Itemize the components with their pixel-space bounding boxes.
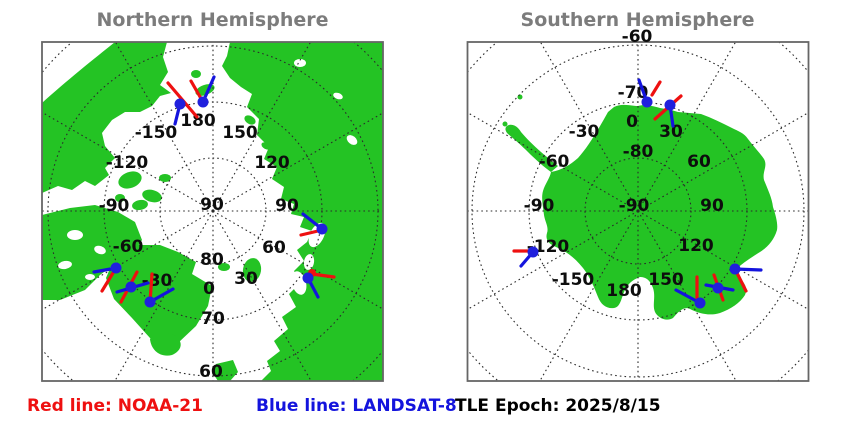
south-map-labels: 0 306090120150180-150-120-90-60-30-60-70-… bbox=[524, 27, 724, 301]
longitude-label: -30 bbox=[142, 271, 173, 291]
latitude-label: -90 bbox=[619, 196, 650, 216]
longitude-label: -60 bbox=[539, 152, 570, 172]
longitude-label: 120 bbox=[254, 153, 290, 173]
longitude-label: 150 bbox=[648, 270, 684, 290]
longitude-label: 0 bbox=[626, 112, 638, 132]
satellite-dot bbox=[197, 96, 209, 108]
latitude-label: -80 bbox=[623, 142, 654, 162]
latitude-label: 80 bbox=[200, 250, 224, 270]
satellite-dot bbox=[144, 296, 156, 308]
island bbox=[261, 142, 271, 150]
satellite-dot bbox=[712, 282, 724, 294]
satellite-dot bbox=[664, 99, 676, 111]
longitude-label: -150 bbox=[135, 123, 178, 143]
lake bbox=[67, 230, 83, 240]
longitude-label: 60 bbox=[687, 152, 711, 172]
track-segment-noaa21 bbox=[735, 271, 748, 293]
latitude-label: 70 bbox=[201, 309, 225, 329]
island-archipelago bbox=[118, 171, 142, 189]
lake bbox=[85, 274, 95, 280]
legend-blue-line: Blue line: LANDSAT-8 bbox=[256, 396, 457, 416]
longitude-label: -60 bbox=[113, 237, 144, 257]
island-archipelago bbox=[115, 194, 125, 202]
track-segment-noaa21 bbox=[299, 229, 320, 237]
latitude-label: 60 bbox=[199, 362, 223, 382]
north-map-area bbox=[42, 42, 383, 381]
sea-inlet bbox=[333, 92, 343, 100]
longitude-label: 180 bbox=[180, 111, 216, 131]
longitude-label: 180 bbox=[606, 281, 642, 301]
longitude-label: -30 bbox=[569, 122, 600, 142]
legend-red-line: Red line: NOAA-21 bbox=[27, 396, 203, 416]
satellite-dot bbox=[302, 272, 314, 284]
south-map-border bbox=[466, 41, 810, 382]
longitude-label: -150 bbox=[552, 270, 595, 290]
longitude-label: -90 bbox=[524, 196, 555, 216]
satellite-dot bbox=[729, 263, 741, 275]
south-map-area bbox=[467, 42, 809, 381]
longitude-label: 30 bbox=[234, 269, 258, 289]
north-graticule bbox=[42, 42, 383, 381]
landmass-antarctica bbox=[542, 104, 778, 320]
legend-tle-epoch: TLE Epoch: 2025/8/15 bbox=[455, 396, 661, 416]
sea-inlet bbox=[346, 135, 358, 145]
landmass-alaska bbox=[42, 42, 171, 193]
satellite-dot bbox=[641, 96, 653, 108]
landmass-canada bbox=[42, 205, 142, 300]
satellite-dot bbox=[110, 262, 122, 274]
longitude-label: -90 bbox=[99, 196, 130, 216]
satellite-dot bbox=[125, 281, 137, 293]
north-satellite-markers bbox=[92, 75, 336, 308]
longitude-label: 0 bbox=[203, 279, 215, 299]
sea-inlet bbox=[294, 59, 306, 67]
latitude-label: 90 bbox=[200, 195, 224, 215]
satellite-dot bbox=[694, 297, 706, 309]
longitude-label: 150 bbox=[222, 123, 258, 143]
south-satellite-markers bbox=[512, 78, 763, 309]
island-svalbard bbox=[242, 258, 262, 282]
north-map-title: Northern Hemisphere bbox=[96, 9, 329, 31]
satellite-dot bbox=[527, 246, 539, 258]
south-map-title: Southern Hemisphere bbox=[520, 9, 755, 31]
satellite-dot bbox=[174, 98, 186, 110]
island bbox=[502, 121, 508, 127]
island-archipelago bbox=[132, 199, 148, 211]
south-landmasses bbox=[502, 94, 778, 320]
landmass-british-isles bbox=[212, 360, 238, 381]
longitude-label: 60 bbox=[262, 238, 286, 258]
satellite-dot bbox=[316, 223, 328, 235]
north-map-border bbox=[41, 41, 384, 382]
latitude-label: -60 bbox=[622, 27, 653, 47]
lake bbox=[58, 260, 72, 270]
south-graticule bbox=[467, 42, 809, 381]
landmass-iceland bbox=[150, 333, 181, 356]
island bbox=[244, 115, 256, 125]
longitude-label: 120 bbox=[678, 236, 714, 256]
lake bbox=[94, 245, 106, 255]
longitude-label: -120 bbox=[106, 153, 149, 173]
island bbox=[218, 263, 230, 271]
island-archipelago bbox=[142, 189, 162, 203]
track-segment-noaa21 bbox=[650, 80, 662, 97]
island-archipelago bbox=[159, 174, 171, 182]
longitude-label: 30 bbox=[659, 122, 683, 142]
landmass-antarctic-peninsula bbox=[505, 124, 558, 172]
longitude-label: 90 bbox=[275, 196, 299, 216]
north-map-labels: 1801501209060300-30-60-90-120-1509080706… bbox=[99, 111, 299, 382]
island bbox=[191, 70, 201, 78]
longitude-label: 90 bbox=[700, 196, 724, 216]
